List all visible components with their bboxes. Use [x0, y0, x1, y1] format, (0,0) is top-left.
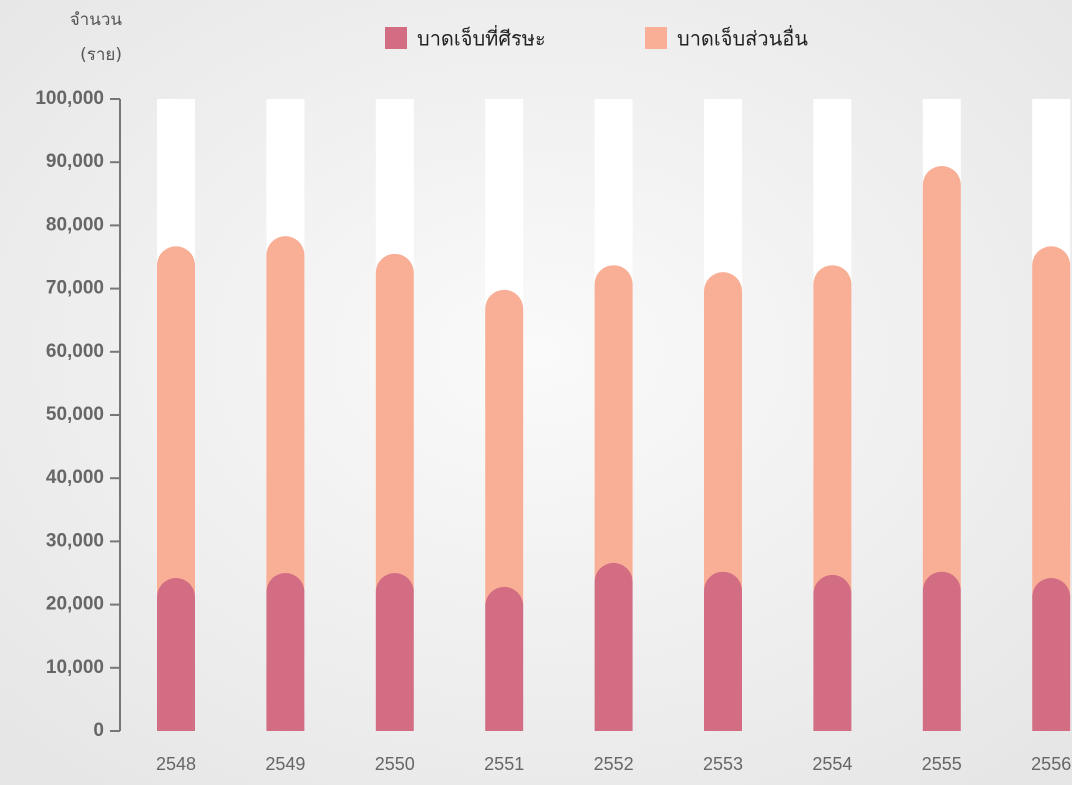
y-axis-label: จำนวน [70, 10, 123, 30]
x-tick-label: 2552 [594, 754, 634, 774]
y-tick-label: 20,000 [46, 594, 104, 615]
bar-segment [157, 246, 195, 598]
bar-segment [922, 165, 961, 591]
y-tick-label: 90,000 [46, 151, 104, 172]
x-tick-label: 2554 [812, 754, 852, 774]
legend-swatch [645, 27, 667, 49]
bar-segment [375, 573, 414, 731]
bar-segment [594, 562, 633, 731]
x-tick-label: 2555 [922, 754, 962, 774]
bar-segment [485, 586, 524, 731]
legend-label: บาดเจ็บส่วนอื่น [677, 25, 808, 51]
y-tick-label: 70,000 [46, 278, 104, 299]
bar-segment [266, 573, 305, 731]
y-tick-label: 30,000 [46, 530, 104, 551]
x-tick-label: 2553 [703, 754, 743, 774]
bar-segment [922, 571, 961, 731]
x-tick-label: 2551 [484, 754, 524, 774]
y-tick-label: 60,000 [46, 341, 104, 362]
bar-segment [813, 265, 852, 594]
bar-segment [485, 289, 524, 606]
x-tick-label: 2549 [265, 754, 305, 774]
y-tick-label: 0 [93, 720, 104, 741]
y-axis-label: (ราย) [80, 45, 122, 65]
bar-segment [594, 265, 633, 582]
bar-segment [704, 272, 742, 591]
bar-segment [157, 578, 195, 731]
y-tick-label: 80,000 [46, 214, 104, 235]
y-tick-label: 100,000 [35, 88, 104, 109]
bar-segment [704, 571, 742, 731]
y-tick-label: 50,000 [46, 404, 104, 425]
bar-segment [375, 253, 414, 592]
bar-segment [266, 236, 305, 593]
y-tick-label: 40,000 [46, 467, 104, 488]
y-tick-label: 10,000 [46, 657, 104, 678]
x-tick-label: 2548 [156, 754, 196, 774]
x-tick-label: 2556 [1031, 754, 1071, 774]
bar-segment [1032, 246, 1071, 598]
x-tick-label: 2550 [375, 754, 415, 774]
legend-label: บาดเจ็บที่ศีรษะ [417, 25, 546, 51]
bar-segment [1032, 578, 1071, 731]
bar-segment [813, 574, 852, 731]
legend-swatch [385, 27, 407, 49]
